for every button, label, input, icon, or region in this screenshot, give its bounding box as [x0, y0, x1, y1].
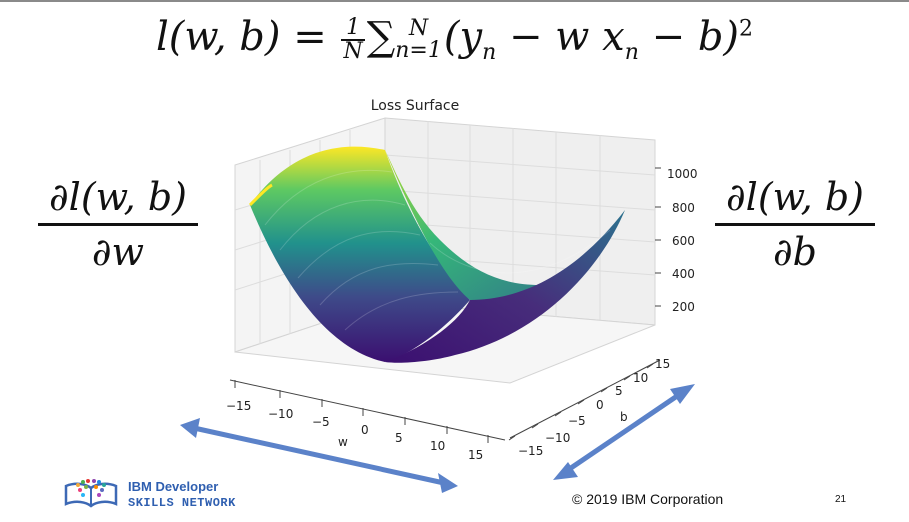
book-logo-icon: [64, 479, 118, 508]
b-tick-5: 5: [615, 384, 623, 398]
z-tick-1000: 1000: [667, 167, 698, 181]
z-tick-600: 600: [672, 234, 695, 248]
b-tick-0: 0: [596, 398, 604, 412]
equation-body: (y: [443, 14, 483, 60]
loss-surface: [248, 146, 625, 363]
equation-mid: − w x: [496, 14, 625, 60]
equation-fraction-den: N: [343, 39, 363, 64]
logo-line-1: IBM Developer: [128, 479, 219, 494]
b-direction-arrow: [553, 384, 695, 480]
w-tick-5: 5: [395, 431, 403, 445]
plot-title: Loss Surface: [370, 98, 460, 114]
w-tick-neg15: −15: [226, 399, 251, 413]
logo-line-2: SKILLS NETWORK: [128, 496, 236, 510]
b-axis-label: b: [620, 410, 628, 424]
partial-derivative-w: ∂l(w, b) ∂w: [38, 175, 198, 274]
w-axis-label: w: [338, 435, 348, 449]
b-tick-neg10: −10: [545, 431, 570, 445]
copyright-text: © 2019 IBM Corporation: [572, 491, 724, 507]
partial-w-denominator: ∂w: [91, 230, 145, 274]
w-tick-15: 15: [468, 448, 483, 462]
equation-y-sub: n: [482, 40, 497, 65]
fraction-bar: [38, 223, 198, 226]
w-tick-neg5: −5: [312, 415, 330, 429]
equation-tail: − b): [638, 14, 740, 60]
equation-sum-sup: N: [408, 16, 429, 41]
z-axis: [655, 167, 661, 307]
equation-sum: ∑: [366, 14, 396, 60]
w-axis: [229, 379, 506, 443]
equation-fraction-num: 1: [341, 17, 365, 41]
b-axis: [508, 359, 661, 441]
w-tick-neg10: −10: [268, 407, 293, 421]
z-tick-400: 400: [672, 267, 695, 281]
ibm-skills-network-logo: IBM Developer SKILLS NETWORK: [62, 478, 236, 512]
equation-power: 2: [739, 16, 754, 42]
equation-x-sub: n: [624, 40, 639, 65]
logo-text: IBM Developer SKILLS NETWORK: [128, 479, 236, 511]
w-tick-0: 0: [361, 423, 369, 437]
z-tick-800: 800: [672, 201, 695, 215]
page-number: 21: [835, 494, 847, 505]
fraction-bar: [715, 223, 875, 226]
partial-b-denominator: ∂b: [773, 230, 817, 274]
w-tick-10: 10: [430, 439, 445, 453]
b-tick-neg15: −15: [518, 444, 543, 458]
b-tick-neg5: −5: [568, 414, 586, 428]
b-tick-15: 15: [655, 357, 670, 371]
partial-b-numerator: ∂l(w, b): [726, 175, 864, 219]
top-border: [0, 0, 909, 2]
equation-lhs: l(w, b) =: [155, 14, 340, 60]
b-tick-10: 10: [633, 371, 648, 385]
partial-w-numerator: ∂l(w, b): [49, 175, 187, 219]
equation-sum-sub: n=1: [395, 38, 442, 63]
w-direction-arrow: [180, 418, 458, 493]
z-tick-200: 200: [672, 300, 695, 314]
partial-derivative-b: ∂l(w, b) ∂b: [715, 175, 875, 274]
